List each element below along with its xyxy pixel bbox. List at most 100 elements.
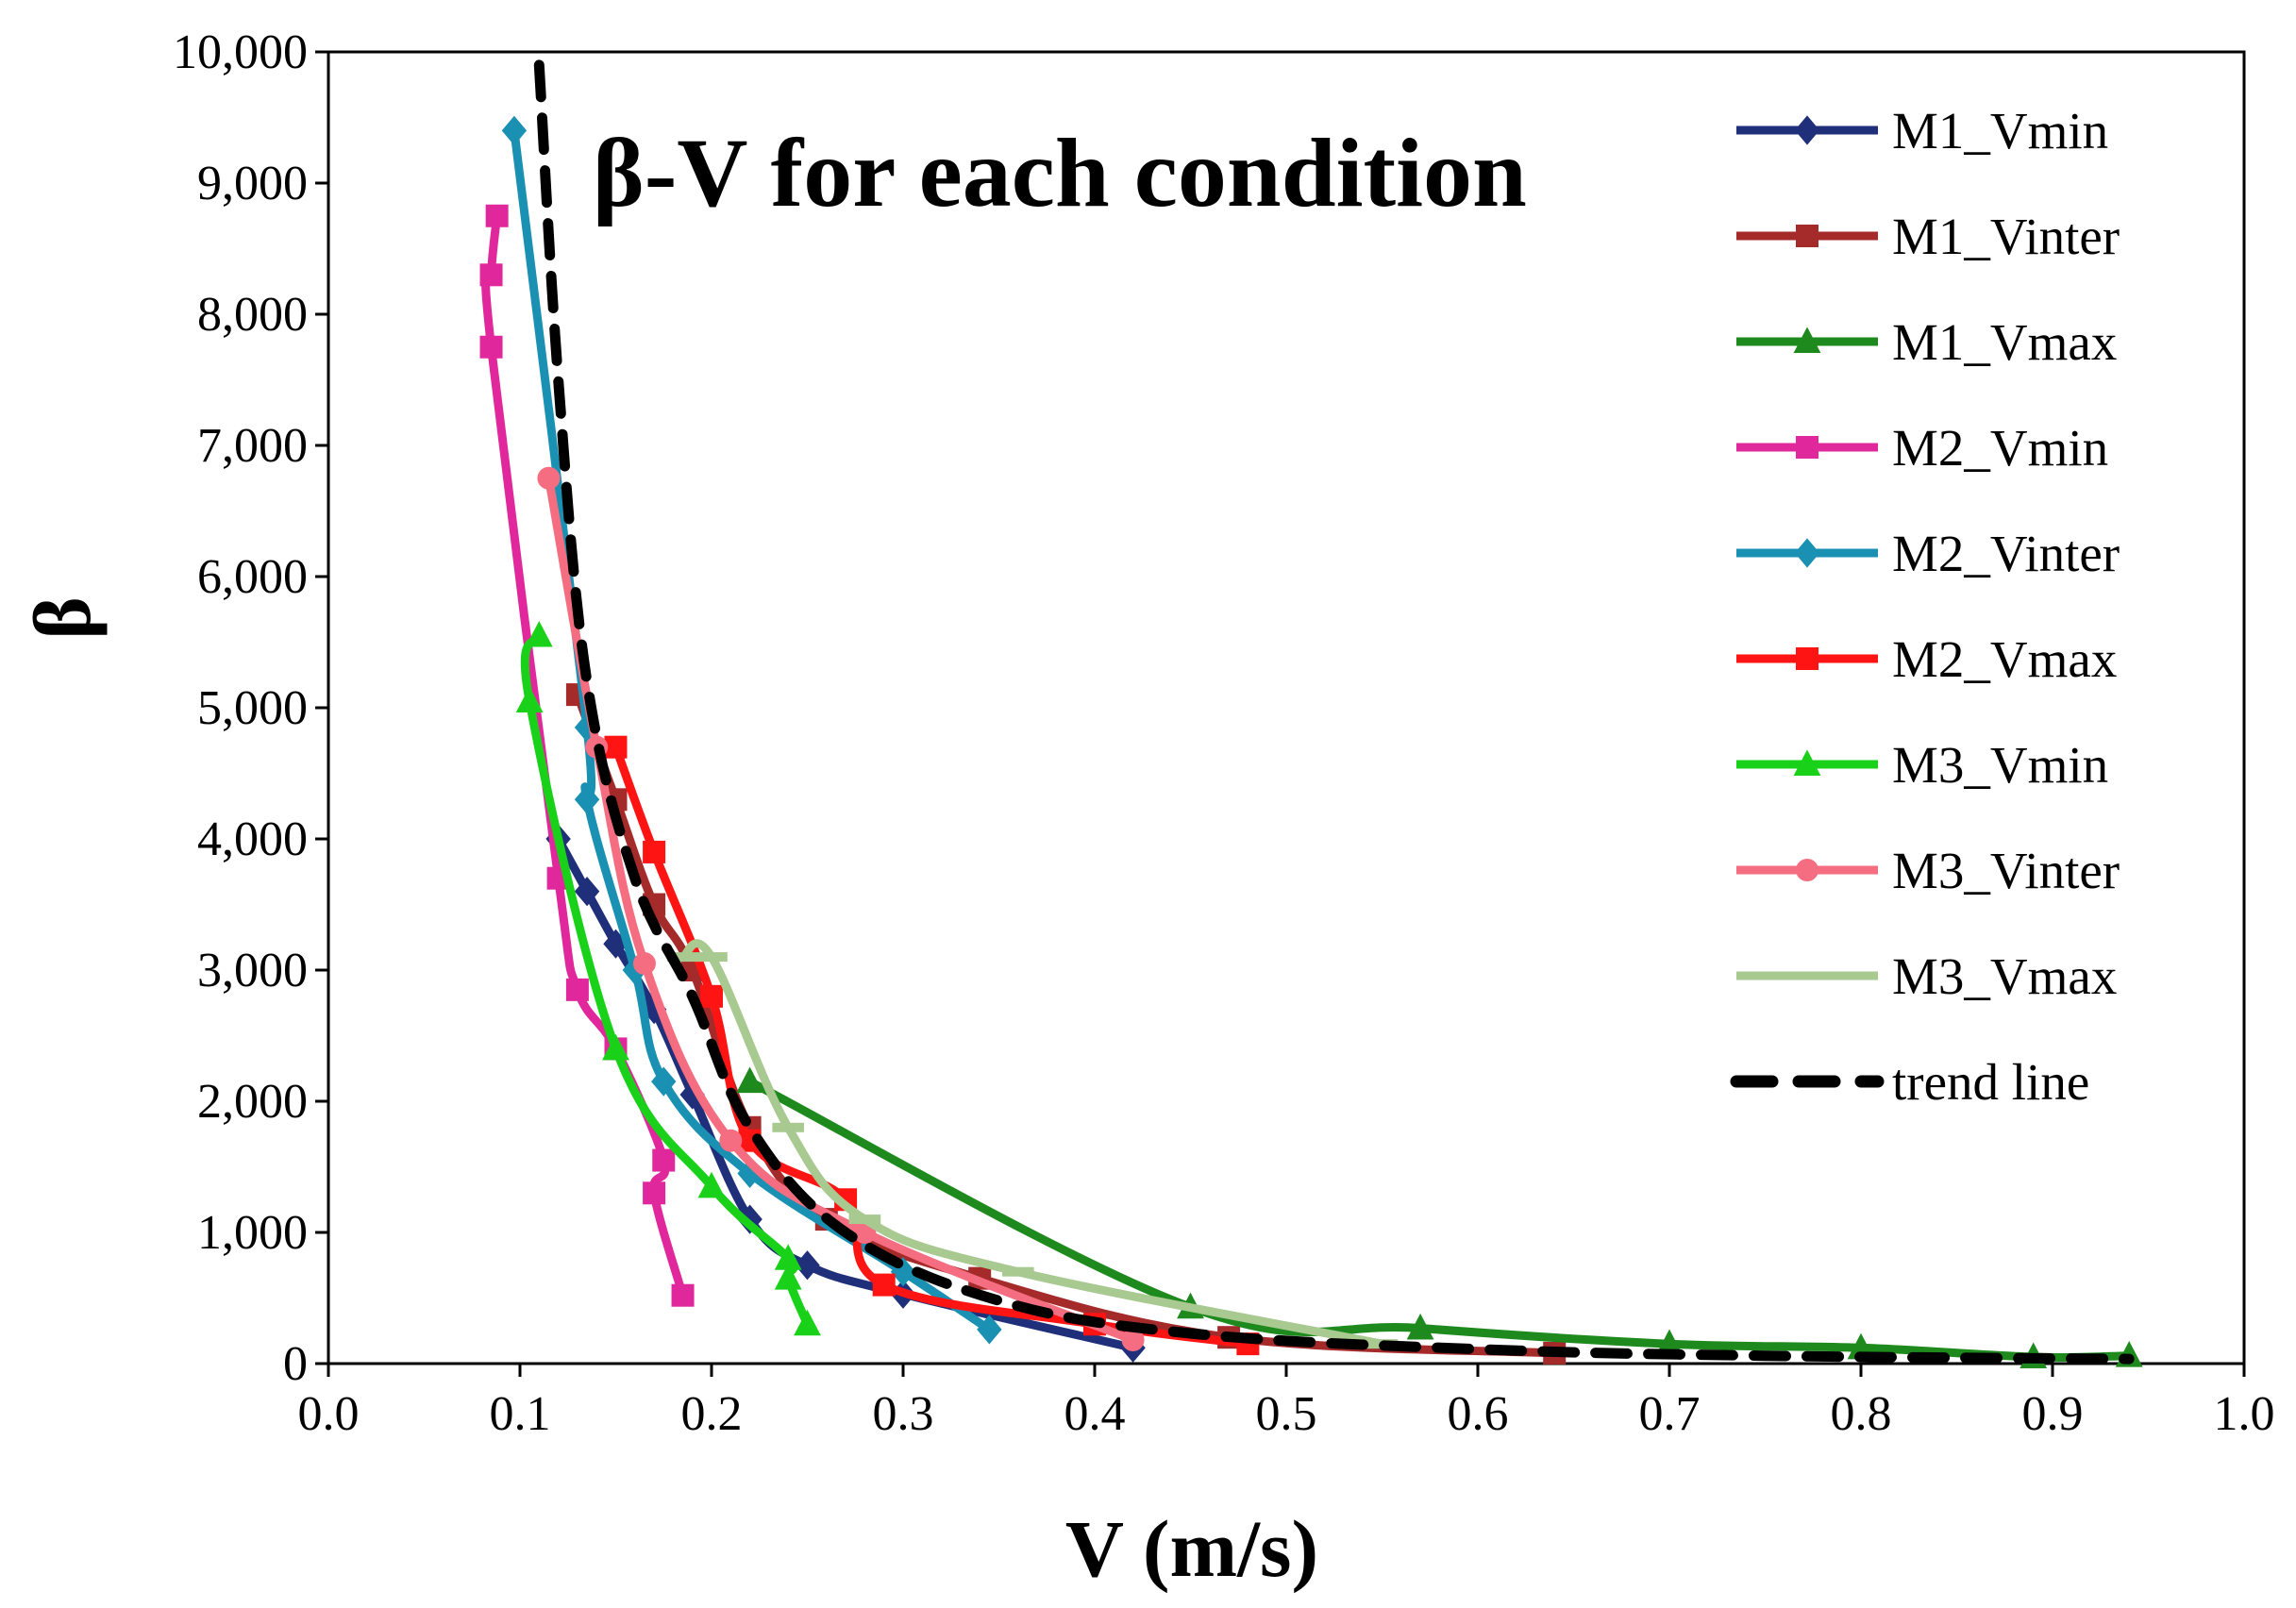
data-point [643, 840, 666, 863]
legend-label: M1_Vinter [1892, 208, 2120, 265]
legend: M1_Vmin M1_Vinter M1_Vmax M2_Vmin M2_Vinter M… [1730, 102, 2120, 1111]
legend-item: M1_Vinter [1736, 208, 2120, 265]
y-tick-label: 3,000 [197, 944, 308, 997]
data-point [794, 1309, 821, 1336]
data-point [574, 877, 600, 907]
data-point [666, 952, 699, 963]
legend-item: M3_Vinter [1736, 842, 2120, 899]
y-tick-label: 9,000 [197, 157, 308, 210]
series-m2-vmin [479, 204, 695, 1307]
legend-marker [1796, 647, 1818, 670]
data-point [697, 1171, 726, 1198]
data-point [700, 984, 723, 1008]
data-point [652, 1148, 676, 1172]
legend-marker [1796, 436, 1818, 459]
legend-label: M3_Vmax [1892, 947, 2117, 1005]
legend-item: M2_Vmax [1736, 630, 2117, 688]
data-point [574, 712, 600, 743]
legend-marker [1794, 115, 1820, 145]
legend-marker [1796, 859, 1818, 881]
legend-marker [1793, 327, 1821, 353]
legend-item: M3_Vmax [1736, 947, 2117, 1005]
legend-label: M2_Vinter [1892, 525, 2120, 582]
data-point [1655, 1329, 1684, 1356]
x-tick-label: 0.2 [681, 1387, 743, 1441]
data-point [848, 1214, 881, 1225]
legend-label: M2_Vmax [1892, 630, 2117, 688]
legend-label: M1_Vmax [1892, 313, 2117, 371]
data-point [1002, 1266, 1034, 1277]
legend-marker [1794, 538, 1820, 568]
y-axis-ticks: 0 1,000 2,000 3,000 4,000 5,000 6,000 7,000 8,00… [173, 25, 328, 1391]
data-point [696, 952, 728, 963]
data-point [479, 263, 503, 287]
data-point [1121, 1328, 1145, 1351]
y-tick-label: 8,000 [197, 288, 308, 342]
data-point [515, 686, 544, 713]
y-tick-label: 6,000 [197, 550, 308, 604]
legend-label: M1_Vmin [1892, 102, 2108, 159]
data-point [604, 735, 628, 759]
data-point [679, 1080, 705, 1110]
x-tick-label: 0.4 [1064, 1387, 1126, 1441]
legend-item: trend line [1730, 1053, 2089, 1111]
series-m3-vmin [515, 620, 821, 1336]
data-point [772, 1122, 804, 1132]
series-line [545, 474, 1138, 1345]
legend-item: M2_Vinter [1736, 525, 2120, 582]
y-tick-label: 5,000 [197, 681, 308, 735]
x-tick-label: 0.1 [490, 1387, 551, 1441]
x-tick-label: 0.8 [1831, 1387, 1892, 1441]
legend-item: M2_Vmin [1736, 419, 2108, 477]
data-point [872, 1273, 896, 1297]
data-point [774, 1244, 802, 1270]
y-axis-title: β [17, 596, 108, 639]
legend-label: M2_Vmin [1892, 419, 2108, 477]
data-point [774, 1264, 802, 1290]
data-point [736, 1066, 763, 1094]
legend-item: M1_Vmax [1736, 313, 2117, 371]
data-point [1406, 1313, 1434, 1340]
data-point [977, 1315, 1002, 1345]
data-point [643, 1181, 666, 1205]
data-point [632, 952, 656, 976]
legend-marker [1796, 225, 1818, 247]
data-point [565, 978, 589, 1001]
series-line [679, 939, 1386, 1348]
x-axis-ticks: 0.0 0.1 0.2 0.3 0.4 0.5 0.6 0.7 0.8 0.9 1.0 [298, 1364, 2275, 1441]
x-tick-label: 0.9 [2022, 1387, 2084, 1441]
x-tick-label: 0.6 [1448, 1387, 1509, 1441]
x-tick-label: 0.3 [873, 1387, 934, 1441]
data-point [671, 1283, 695, 1307]
y-tick-label: 2,000 [197, 1075, 308, 1129]
x-tick-label: 0.0 [298, 1387, 360, 1441]
x-tick-label: 0.5 [1256, 1387, 1317, 1441]
y-tick-label: 4,000 [197, 812, 308, 866]
legend-item: M3_Vmin [1736, 736, 2108, 794]
y-tick-label: 1,000 [197, 1206, 308, 1260]
data-point [479, 335, 503, 359]
data-point [719, 1129, 743, 1152]
data-point [651, 1066, 677, 1097]
data-point [602, 1033, 629, 1061]
chart-title: β-V for each condition [593, 119, 1527, 227]
x-tick-label: 0.7 [1639, 1387, 1701, 1441]
legend-label: M3_Vinter [1892, 842, 2120, 899]
data-point [525, 620, 553, 647]
legend-item: M1_Vmin [1736, 102, 2108, 159]
legend-marker [1793, 749, 1821, 776]
y-tick-label: 0 [283, 1337, 308, 1391]
data-point [795, 1250, 820, 1281]
legend-label: M3_Vmin [1892, 736, 2108, 794]
data-point [501, 115, 528, 145]
x-tick-label: 1.0 [2214, 1387, 2275, 1441]
data-point [485, 204, 509, 227]
x-axis-title: V (m/s) [1065, 1503, 1318, 1594]
y-tick-label: 7,000 [197, 419, 308, 473]
y-tick-label: 10,000 [173, 25, 308, 79]
trend-line [533, 59, 2135, 1365]
data-point [622, 955, 647, 985]
legend-label: trend line [1892, 1053, 2089, 1111]
